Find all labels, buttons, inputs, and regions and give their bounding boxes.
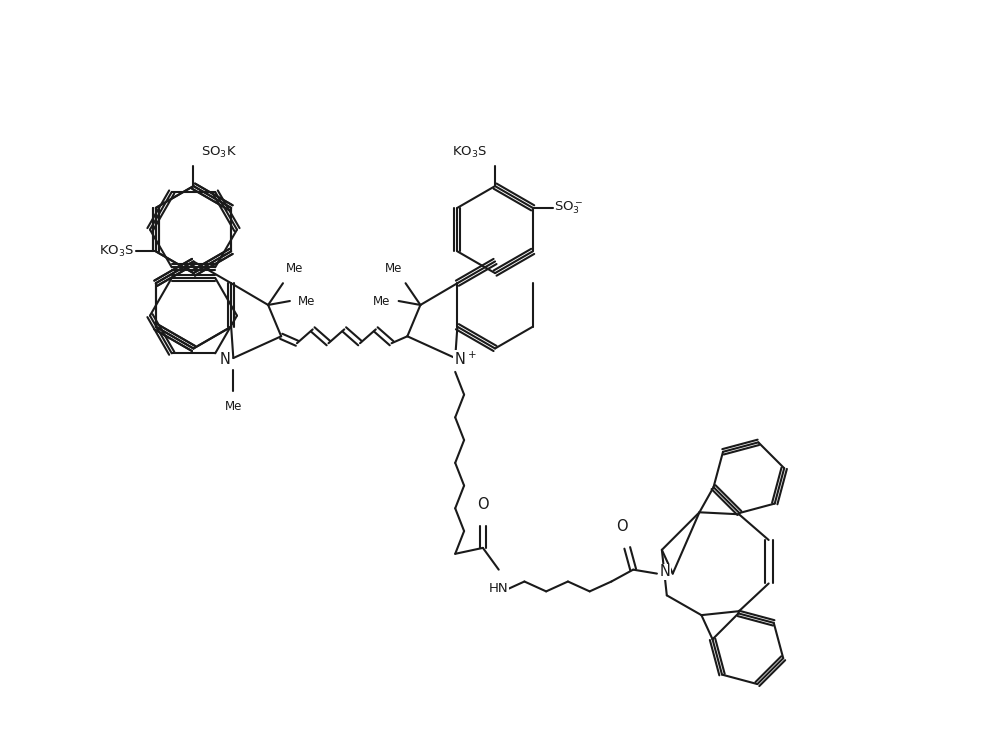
Text: N: N	[220, 351, 231, 366]
Text: Me: Me	[373, 294, 391, 308]
Text: Me: Me	[385, 262, 403, 276]
Text: KO$_3$S: KO$_3$S	[452, 145, 487, 160]
Text: SO$_3$K: SO$_3$K	[201, 145, 237, 160]
Text: KO$_3$S: KO$_3$S	[99, 244, 134, 259]
Text: O: O	[477, 497, 489, 512]
Text: SO$_3^-$: SO$_3^-$	[554, 200, 584, 216]
Text: O: O	[616, 519, 628, 534]
Text: Me: Me	[298, 294, 315, 308]
Text: HN: HN	[489, 583, 509, 595]
Text: N: N	[659, 564, 670, 579]
Text: Me: Me	[286, 262, 303, 276]
Text: N$^+$: N$^+$	[454, 351, 476, 368]
Text: Me: Me	[225, 400, 242, 412]
